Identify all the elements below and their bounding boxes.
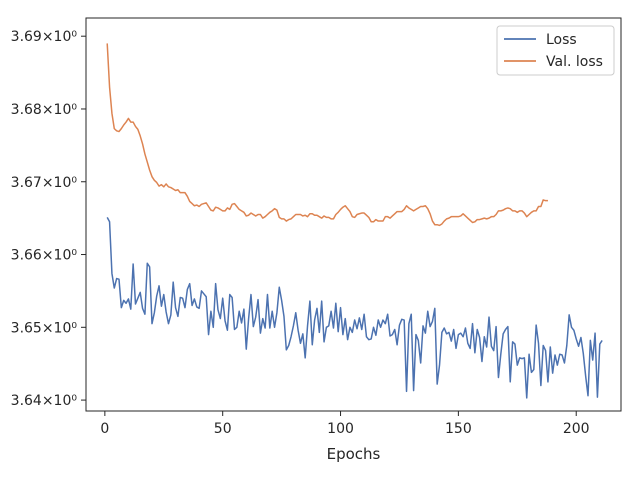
- legend-entry-label: Val. loss: [546, 54, 603, 70]
- y-tick-label: 3.69×10⁰: [11, 29, 78, 45]
- x-axis-label: Epochs: [327, 445, 381, 463]
- y-tick-label: 3.66×10⁰: [11, 248, 78, 264]
- y-tick-label: 3.68×10⁰: [11, 102, 78, 118]
- series-line-loss: [106, 217, 603, 399]
- legend-entry-label: Loss: [546, 32, 577, 48]
- series-layer: [106, 43, 603, 399]
- series-line-val-loss: [106, 43, 548, 227]
- x-tick-label: 150: [445, 421, 472, 437]
- y-tick-label: 3.67×10⁰: [11, 175, 78, 191]
- legend: Loss Val. loss: [496, 25, 615, 76]
- x-axis-ticks: 0 50 100 150 200: [100, 411, 590, 437]
- y-axis-ticks: 3.64×10⁰ 3.65×10⁰ 3.66×10⁰ 3.67×10⁰ 3.68×10⁰…: [11, 29, 86, 409]
- y-tick-label: 3.64×10⁰: [11, 393, 78, 409]
- y-tick-label: 3.65×10⁰: [11, 320, 78, 336]
- x-tick-label: 200: [563, 421, 590, 437]
- x-tick-label: 100: [327, 421, 354, 437]
- plot-frame: [85, 17, 622, 412]
- x-tick-label: 0: [100, 421, 109, 437]
- x-tick-label: 50: [214, 421, 232, 437]
